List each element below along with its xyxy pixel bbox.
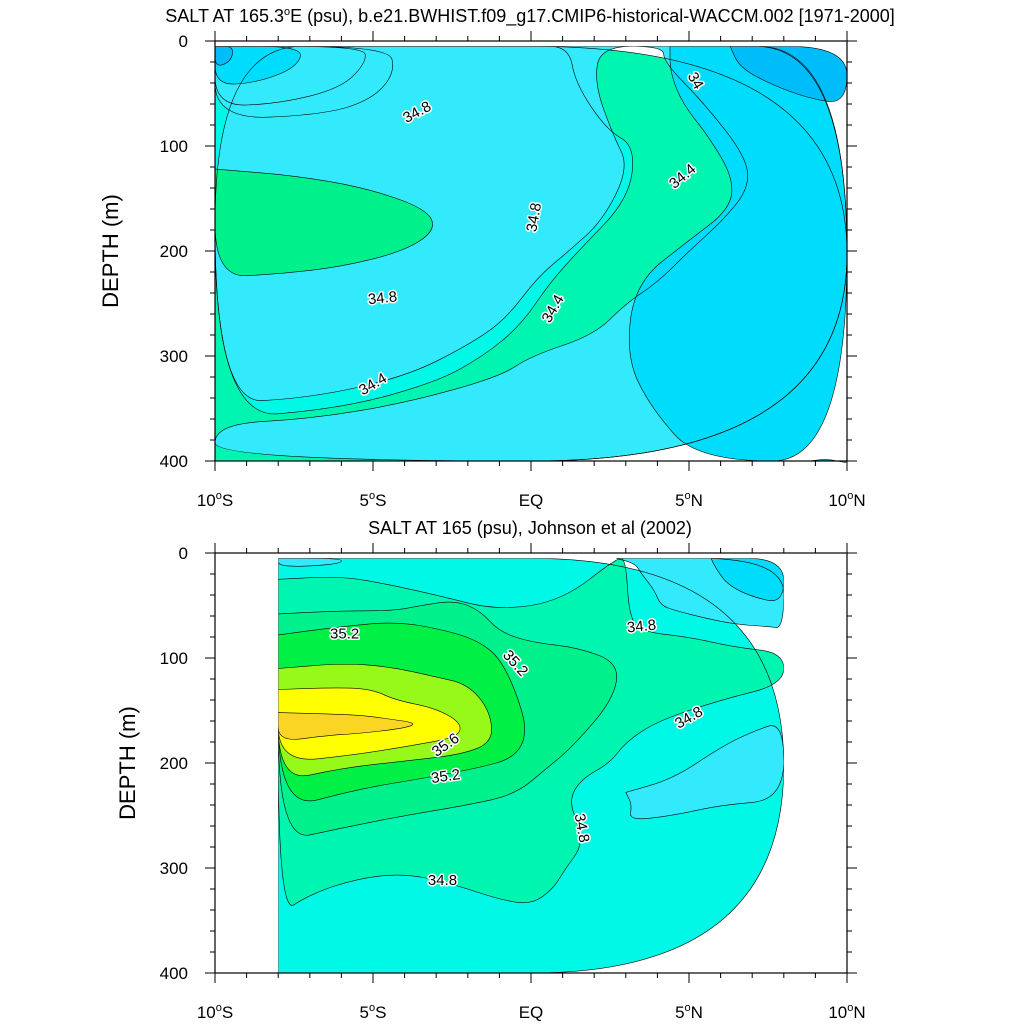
- contour-label: 34.8: [367, 288, 398, 308]
- contour-label-halo: 35.2: [330, 625, 359, 642]
- contour-label: 35.2: [430, 766, 461, 787]
- contour-label: 34.8: [523, 202, 545, 234]
- y-tick-label: 200: [160, 754, 188, 773]
- contour-line-34.4: [277, 557, 342, 567]
- contour-line-35.0: [277, 601, 618, 836]
- panel-title: SALT AT 165.3oE (psu), b.e21.BWHIST.f09_…: [165, 6, 894, 27]
- x-tick-label: 10oN: [828, 490, 865, 510]
- contour-region-34.2: [215, 46, 301, 85]
- contour-line-34.8: [277, 557, 785, 906]
- contour-label: 34.8: [626, 617, 657, 637]
- axis-ticks: 10oS 5oS EQ 5oN 10oN 0 100 200 300 400: [160, 31, 866, 510]
- contour-label-halo: 35.2: [430, 766, 461, 787]
- contour-region-34.4: [625, 725, 784, 819]
- contour-region-34.4: [278, 558, 342, 567]
- y-tick-label: 100: [160, 649, 188, 668]
- axis-ticks: 10oS 5oS EQ 5oN 10oN 0 100 200 300 400: [160, 543, 866, 1022]
- contour-line-34.2: [214, 45, 301, 85]
- y-tick-label: 0: [179, 32, 188, 51]
- contour-fills: [278, 558, 784, 973]
- y-tick-label: 300: [160, 859, 188, 878]
- y-axis-label: DEPTH (m): [98, 194, 123, 308]
- contour-line-35.0: [214, 168, 433, 277]
- contour-region-34.2: [711, 558, 784, 601]
- contour-line-34.0: [214, 45, 233, 66]
- panel-model-section: SALT AT 165.3oE (psu), b.e21.BWHIST.f09_…: [98, 6, 895, 510]
- contour-line-34.4: [214, 45, 366, 106]
- contour-label: 34: [684, 69, 707, 92]
- contour-region-35.8: [278, 712, 413, 740]
- x-tick-label: EQ: [519, 491, 544, 510]
- contour-line-35.6: [277, 687, 461, 760]
- y-tick-label: 0: [179, 544, 188, 563]
- contour-region-34.0: [215, 46, 233, 66]
- x-tick-label: 5oS: [360, 1002, 387, 1022]
- x-tick-label: 10oS: [197, 1002, 233, 1022]
- no-data-top: [215, 41, 847, 47]
- contour-line-34.2: [628, 45, 848, 462]
- contour-line-34.6: [277, 557, 785, 974]
- x-tick-label: EQ: [519, 1003, 544, 1022]
- panel-observed-section: SALT AT 165 (psu), Johnson et al (2002) …: [115, 518, 866, 1022]
- contour-lines: [215, 553, 847, 974]
- panel-title: SALT AT 165 (psu), Johnson et al (2002): [368, 518, 692, 538]
- y-tick-label: 100: [160, 137, 188, 156]
- contour-label-halo: 34.8: [626, 617, 657, 637]
- y-axis-label: DEPTH (m): [115, 706, 140, 820]
- x-tick-label: 10oN: [828, 1002, 865, 1022]
- no-data-right: [783, 553, 847, 973]
- contour-label: 34.8: [571, 812, 593, 844]
- contour-line-34.4: [616, 558, 785, 628]
- contour-line-35.2: [277, 622, 525, 802]
- contour-line-35.8: [277, 712, 414, 740]
- contour-label: 34.8: [428, 872, 457, 889]
- contour-fills: [215, 46, 847, 463]
- x-tick-label: 10oS: [197, 490, 233, 510]
- y-tick-label: 300: [160, 347, 188, 366]
- y-tick-label: 400: [160, 452, 188, 471]
- contour-line-34.2: [710, 557, 785, 601]
- x-tick-label: 5oN: [675, 1002, 703, 1022]
- x-tick-label: 5oN: [675, 490, 703, 510]
- y-tick-label: 400: [160, 964, 188, 983]
- y-tick-label: 200: [160, 242, 188, 261]
- contour-label: 35.2: [330, 625, 359, 642]
- contour-region-34.0: [730, 46, 847, 102]
- contour-label-halo: 34.8: [428, 872, 457, 889]
- contour-region-35.0: [215, 169, 433, 276]
- no-data-top: [215, 553, 847, 559]
- contour-label-halo: 34.8: [367, 288, 398, 308]
- contour-line-34.0: [729, 45, 848, 102]
- x-tick-label: 5oS: [360, 490, 387, 510]
- contour-region-34.2: [629, 46, 847, 462]
- contour-line-35.4: [277, 663, 492, 777]
- no-data-left: [215, 553, 279, 973]
